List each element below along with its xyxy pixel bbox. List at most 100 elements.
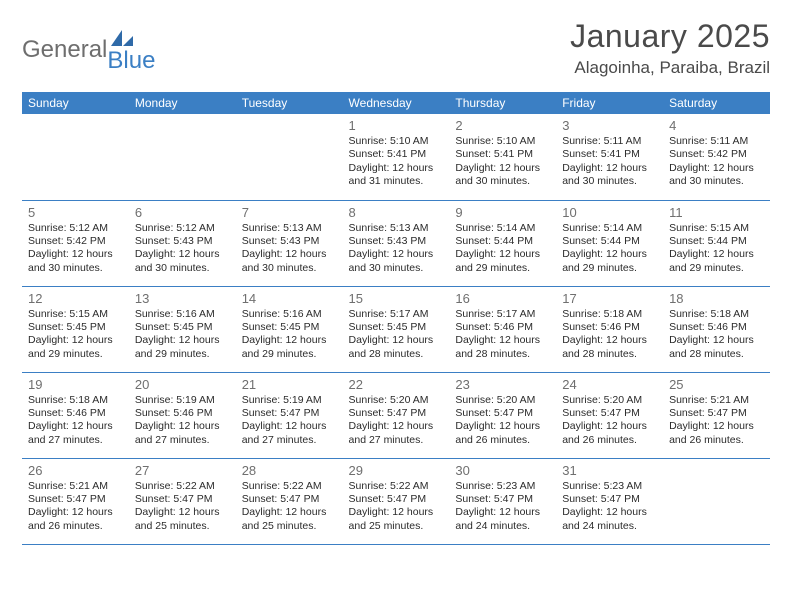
month-title: January 2025 xyxy=(570,18,770,55)
sunset-text: Sunset: 5:44 PM xyxy=(455,235,550,248)
sunrise-text: Sunrise: 5:22 AM xyxy=(135,480,230,493)
sunset-text: Sunset: 5:42 PM xyxy=(28,235,123,248)
day-number: 7 xyxy=(242,205,337,220)
day-details: Sunrise: 5:12 AMSunset: 5:42 PMDaylight:… xyxy=(28,222,123,276)
calendar-day-cell: 25 Sunrise: 5:21 AMSunset: 5:47 PMDayligh… xyxy=(663,372,770,458)
day-number: 26 xyxy=(28,463,123,478)
sunrise-text: Sunrise: 5:22 AM xyxy=(242,480,337,493)
calendar-day-cell: 19 Sunrise: 5:18 AMSunset: 5:46 PMDayligh… xyxy=(22,372,129,458)
day-details: Sunrise: 5:19 AMSunset: 5:47 PMDaylight:… xyxy=(242,394,337,448)
sunset-text: Sunset: 5:46 PM xyxy=(28,407,123,420)
sunset-text: Sunset: 5:43 PM xyxy=(349,235,444,248)
weekday-header: Thursday xyxy=(449,92,556,114)
day-details: Sunrise: 5:17 AMSunset: 5:45 PMDaylight:… xyxy=(349,308,444,362)
day-details: Sunrise: 5:20 AMSunset: 5:47 PMDaylight:… xyxy=(455,394,550,448)
daylight-text: Daylight: 12 hours and 29 minutes. xyxy=(455,248,550,275)
sunrise-text: Sunrise: 5:21 AM xyxy=(669,394,764,407)
weekday-header: Saturday xyxy=(663,92,770,114)
day-number: 2 xyxy=(455,118,550,133)
day-number: 17 xyxy=(562,291,657,306)
calendar-day-cell: 4Sunrise: 5:11 AMSunset: 5:42 PMDaylight… xyxy=(663,114,770,200)
daylight-text: Daylight: 12 hours and 27 minutes. xyxy=(135,420,230,447)
logo: GeneralBlue xyxy=(22,18,155,71)
calendar-day-cell xyxy=(22,114,129,200)
day-number: 28 xyxy=(242,463,337,478)
sunrise-text: Sunrise: 5:23 AM xyxy=(455,480,550,493)
calendar-day-cell: 10Sunrise: 5:14 AMSunset: 5:44 PMDayligh… xyxy=(556,200,663,286)
weekday-header: Monday xyxy=(129,92,236,114)
daylight-text: Daylight: 12 hours and 27 minutes. xyxy=(349,420,444,447)
day-details: Sunrise: 5:18 AMSunset: 5:46 PMDaylight:… xyxy=(28,394,123,448)
day-number: 13 xyxy=(135,291,230,306)
calendar-day-cell: 2Sunrise: 5:10 AMSunset: 5:41 PMDaylight… xyxy=(449,114,556,200)
calendar-day-cell: 11Sunrise: 5:15 AMSunset: 5:44 PMDayligh… xyxy=(663,200,770,286)
day-details: Sunrise: 5:22 AMSunset: 5:47 PMDaylight:… xyxy=(242,480,337,534)
calendar-day-cell: 3 Sunrise: 5:11 AMSunset: 5:41 PMDaylight… xyxy=(556,114,663,200)
sunrise-text: Sunrise: 5:13 AM xyxy=(349,222,444,235)
day-details: Sunrise: 5:17 AMSunset: 5:46 PMDaylight:… xyxy=(455,308,550,362)
sunrise-text: Sunrise: 5:10 AM xyxy=(349,135,444,148)
sunset-text: Sunset: 5:46 PM xyxy=(562,321,657,334)
calendar-day-cell: 7 Sunrise: 5:13 AMSunset: 5:43 PMDaylight… xyxy=(236,200,343,286)
calendar-day-cell: 30Sunrise: 5:23 AMSunset: 5:47 PMDayligh… xyxy=(449,458,556,544)
daylight-text: Daylight: 12 hours and 30 minutes. xyxy=(455,162,550,189)
day-details: Sunrise: 5:21 AMSunset: 5:47 PMDaylight:… xyxy=(669,394,764,448)
daylight-text: Daylight: 12 hours and 28 minutes. xyxy=(669,334,764,361)
sunset-text: Sunset: 5:47 PM xyxy=(135,493,230,506)
day-number: 4 xyxy=(669,118,764,133)
sunset-text: Sunset: 5:46 PM xyxy=(455,321,550,334)
day-details: Sunrise: 5:18 AMSunset: 5:46 PMDaylight:… xyxy=(669,308,764,362)
day-number: 24 xyxy=(562,377,657,392)
daylight-text: Daylight: 12 hours and 30 minutes. xyxy=(562,162,657,189)
day-details: Sunrise: 5:16 AMSunset: 5:45 PMDaylight:… xyxy=(135,308,230,362)
sunrise-text: Sunrise: 5:14 AM xyxy=(562,222,657,235)
sunrise-text: Sunrise: 5:22 AM xyxy=(349,480,444,493)
sunrise-text: Sunrise: 5:15 AM xyxy=(669,222,764,235)
day-details: Sunrise: 5:23 AMSunset: 5:47 PMDaylight:… xyxy=(562,480,657,534)
sunset-text: Sunset: 5:44 PM xyxy=(562,235,657,248)
daylight-text: Daylight: 12 hours and 29 minutes. xyxy=(669,248,764,275)
day-number: 23 xyxy=(455,377,550,392)
sunrise-text: Sunrise: 5:17 AM xyxy=(349,308,444,321)
sunrise-text: Sunrise: 5:11 AM xyxy=(669,135,764,148)
daylight-text: Daylight: 12 hours and 26 minutes. xyxy=(562,420,657,447)
daylight-text: Daylight: 12 hours and 28 minutes. xyxy=(562,334,657,361)
sunset-text: Sunset: 5:47 PM xyxy=(242,407,337,420)
day-number: 22 xyxy=(349,377,444,392)
day-number: 6 xyxy=(135,205,230,220)
day-number: 25 xyxy=(669,377,764,392)
calendar-week-row: 12Sunrise: 5:15 AMSunset: 5:45 PMDayligh… xyxy=(22,286,770,372)
sunset-text: Sunset: 5:45 PM xyxy=(135,321,230,334)
day-number: 12 xyxy=(28,291,123,306)
sunset-text: Sunset: 5:47 PM xyxy=(242,493,337,506)
calendar-day-cell: 8Sunrise: 5:13 AMSunset: 5:43 PMDaylight… xyxy=(343,200,450,286)
logo-text-gray: General xyxy=(22,36,107,64)
calendar-day-cell: 14Sunrise: 5:16 AMSunset: 5:45 PMDayligh… xyxy=(236,286,343,372)
day-details: Sunrise: 5:19 AMSunset: 5:46 PMDaylight:… xyxy=(135,394,230,448)
weekday-header: Sunday xyxy=(22,92,129,114)
daylight-text: Daylight: 12 hours and 27 minutes. xyxy=(28,420,123,447)
calendar-day-cell: 9Sunrise: 5:14 AMSunset: 5:44 PMDaylight… xyxy=(449,200,556,286)
sunrise-text: Sunrise: 5:12 AM xyxy=(28,222,123,235)
weekday-header: Tuesday xyxy=(236,92,343,114)
sunrise-text: Sunrise: 5:13 AM xyxy=(242,222,337,235)
sunrise-text: Sunrise: 5:12 AM xyxy=(135,222,230,235)
day-number: 1 xyxy=(349,118,444,133)
day-number: 30 xyxy=(455,463,550,478)
day-number: 3 xyxy=(562,118,657,133)
daylight-text: Daylight: 12 hours and 28 minutes. xyxy=(349,334,444,361)
calendar-day-cell: 15Sunrise: 5:17 AMSunset: 5:45 PMDayligh… xyxy=(343,286,450,372)
day-number: 31 xyxy=(562,463,657,478)
calendar-week-row: 19 Sunrise: 5:18 AMSunset: 5:46 PMDayligh… xyxy=(22,372,770,458)
day-number: 21 xyxy=(242,377,337,392)
calendar-day-cell: 18Sunrise: 5:18 AMSunset: 5:46 PMDayligh… xyxy=(663,286,770,372)
day-details: Sunrise: 5:13 AMSunset: 5:43 PMDaylight:… xyxy=(242,222,337,276)
day-number: 19 xyxy=(28,377,123,392)
daylight-text: Daylight: 12 hours and 29 minutes. xyxy=(242,334,337,361)
day-number: 10 xyxy=(562,205,657,220)
calendar-body: 1Sunrise: 5:10 AMSunset: 5:41 PMDaylight… xyxy=(22,114,770,544)
weekday-header-row: Sunday Monday Tuesday Wednesday Thursday… xyxy=(22,92,770,114)
daylight-text: Daylight: 12 hours and 29 minutes. xyxy=(28,334,123,361)
weekday-header: Wednesday xyxy=(343,92,450,114)
day-details: Sunrise: 5:11 AMSunset: 5:41 PMDaylight:… xyxy=(562,135,657,189)
